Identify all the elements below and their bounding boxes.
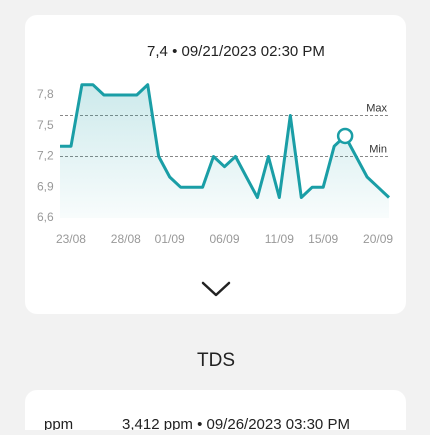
selected-point [336, 127, 354, 145]
x-tick-label: 28/08 [111, 232, 141, 246]
x-tick-label: 23/08 [56, 232, 86, 246]
line [60, 83, 391, 199]
x-tick-label: 01/09 [155, 232, 185, 246]
x-tick-label: 06/09 [209, 232, 239, 246]
reference-label: Min [369, 143, 387, 155]
x-tick-label: 15/09 [308, 232, 338, 246]
expand-chevron[interactable] [201, 281, 231, 297]
tds-card [25, 390, 406, 435]
y-tick-label: 6,9 [37, 179, 54, 193]
reference-label: Max [366, 102, 387, 114]
y-tick-label: 7,8 [37, 87, 54, 101]
chart-header: 7,4 • 09/21/2023 02:30 PM [147, 43, 325, 60]
plot: 7,8 7,5 7,2 6,9 6,6 Max Min 23/08 28/08 01/09 06/0… [37, 83, 393, 246]
y-tick-label: 6,6 [37, 210, 54, 224]
area [60, 84, 389, 218]
section-title: TDS [197, 350, 235, 371]
unit-label: ppm [44, 416, 73, 430]
y-tick-label: 7,5 [37, 118, 54, 132]
tds-header: 3,412 ppm • 09/26/2023 03:30 PM [122, 416, 350, 430]
x-tick-label: 11/09 [265, 232, 294, 246]
y-tick-label: 7,2 [37, 149, 54, 163]
x-tick-label: 20/09 [363, 232, 393, 246]
